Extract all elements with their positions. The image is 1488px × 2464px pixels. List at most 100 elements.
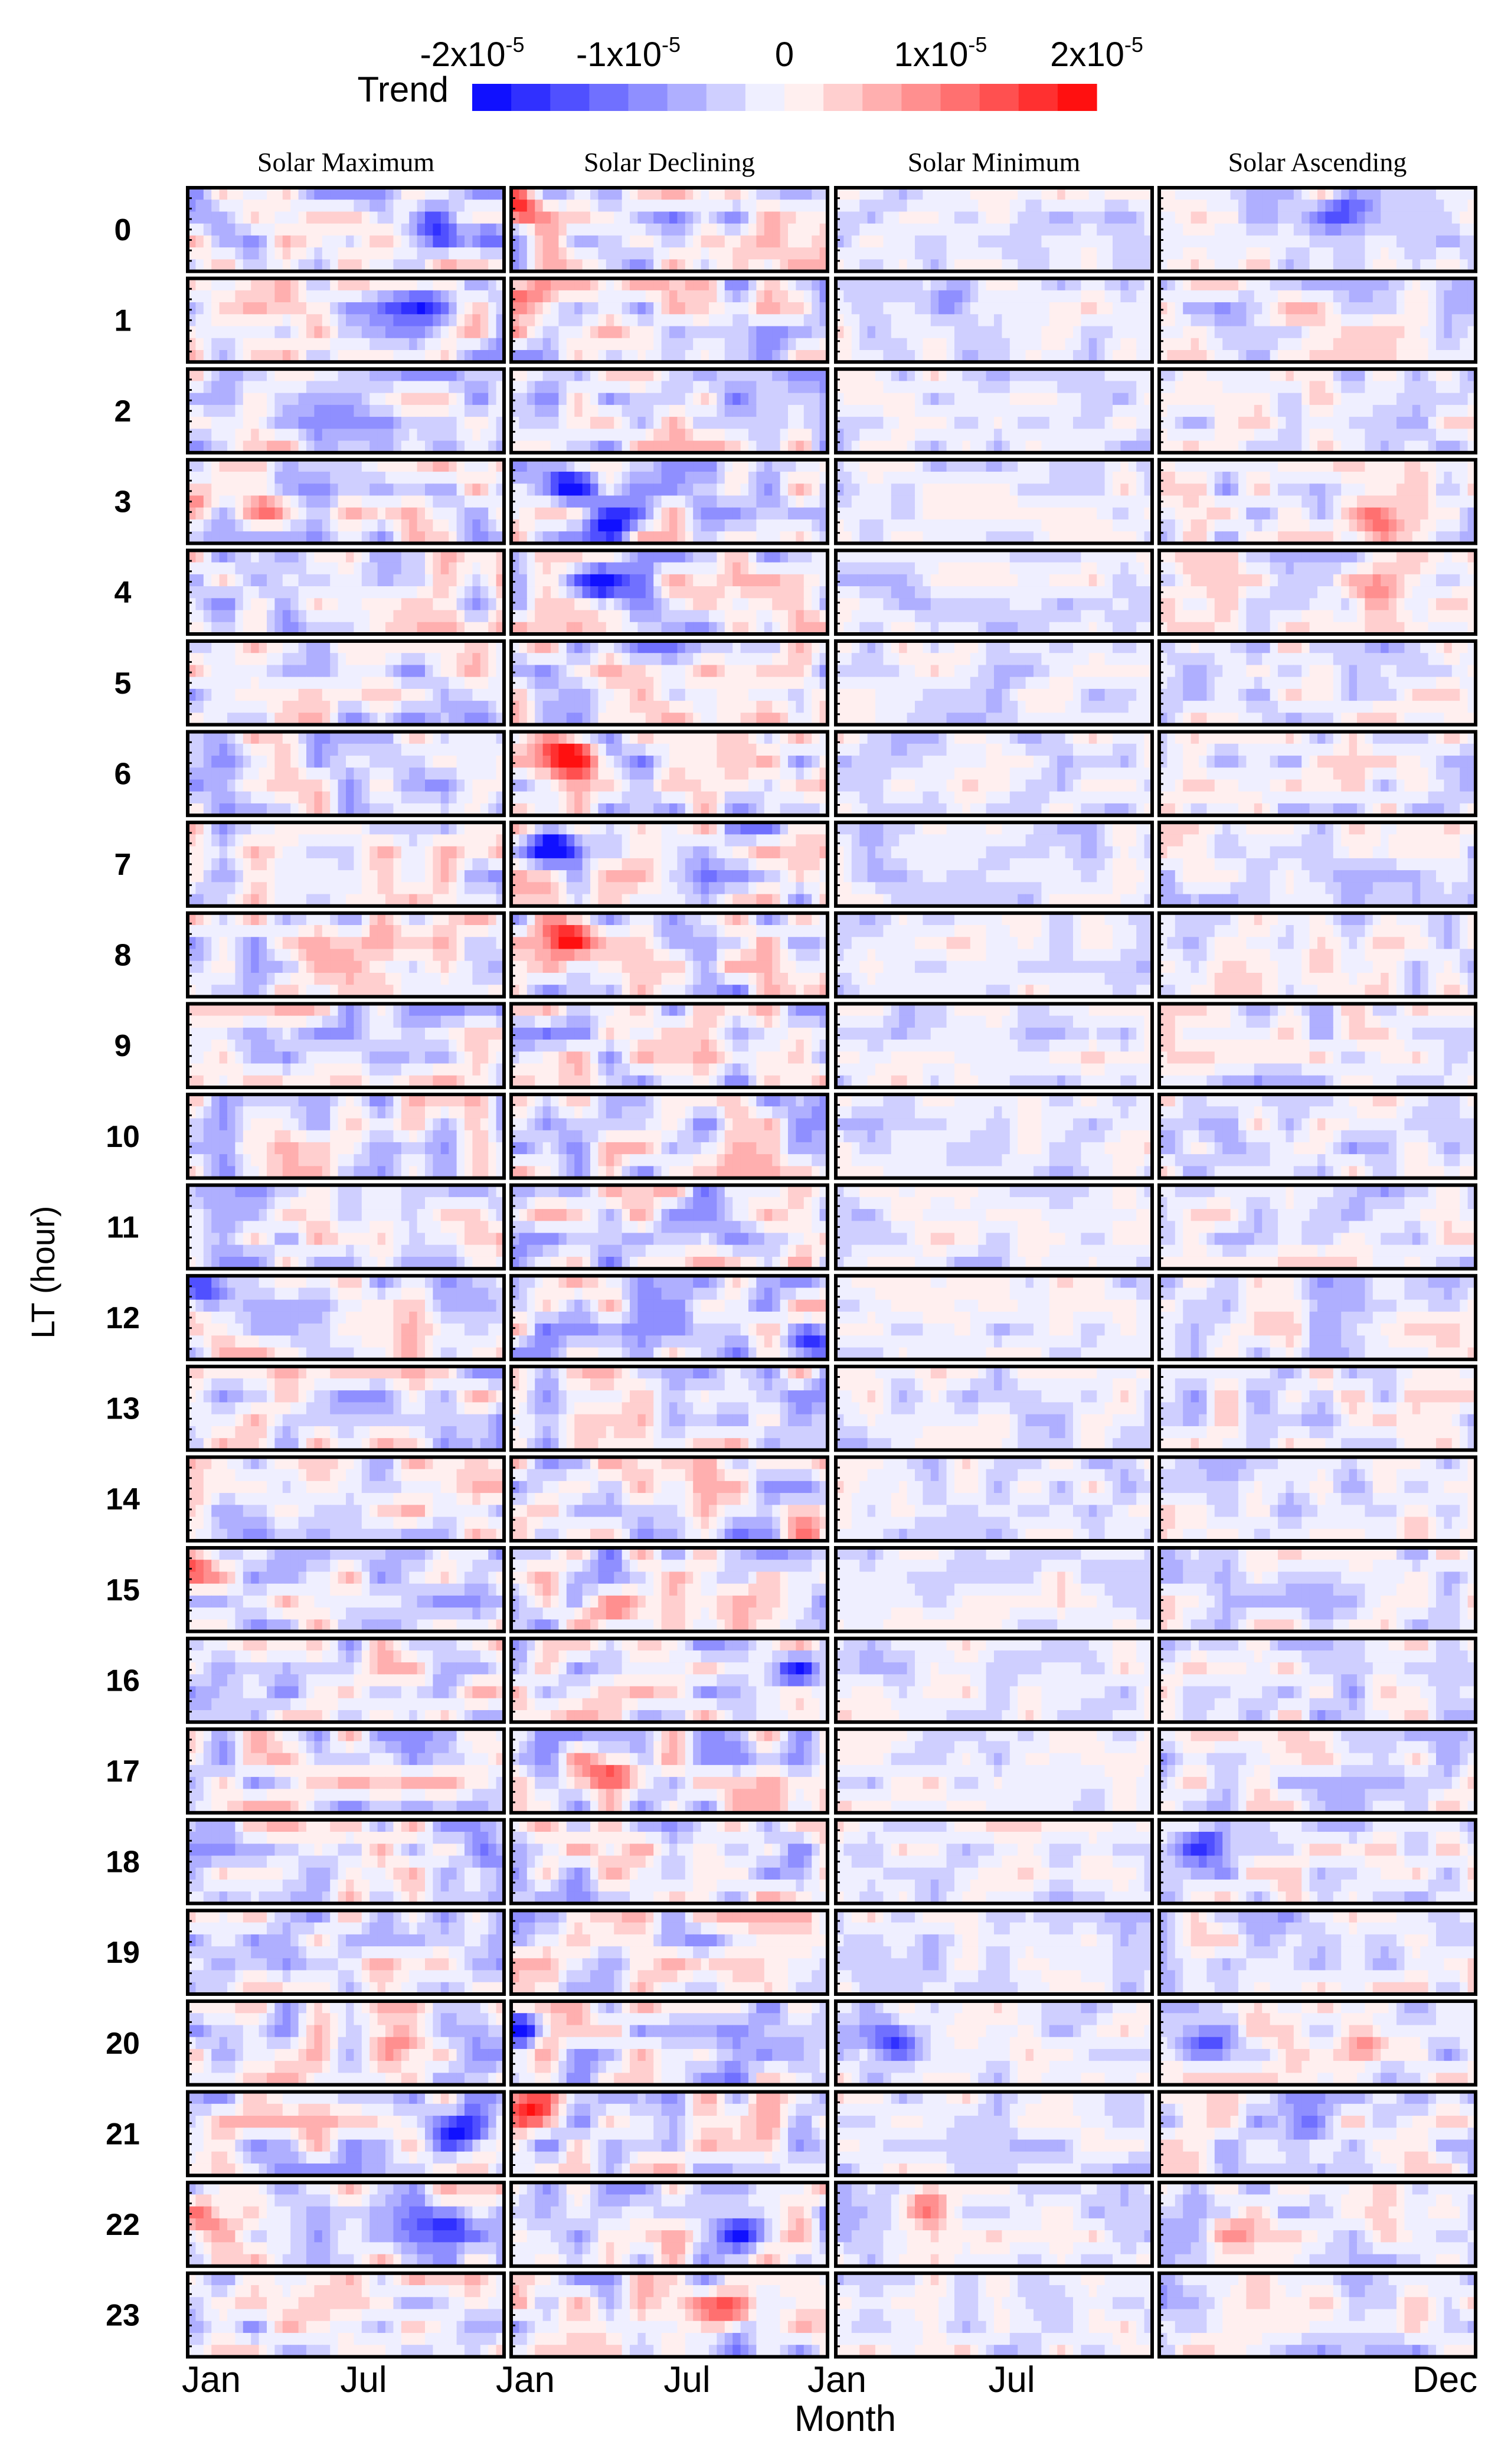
contour-cell (338, 1584, 346, 1596)
contour-cell (267, 279, 275, 291)
contour-cell (204, 1402, 212, 1414)
contour-cell (401, 949, 410, 961)
contour-cell (235, 961, 243, 973)
contour-cell (401, 1154, 410, 1166)
contour-cell (346, 1094, 354, 1107)
contour-cell (488, 302, 496, 315)
contour-cell (346, 834, 354, 847)
contour-cell (274, 1753, 283, 1766)
contour-cell (354, 1765, 362, 1777)
contour-cell (401, 1312, 410, 1324)
contour-cell (227, 1505, 236, 1517)
contour-cell (195, 211, 204, 224)
contour-cell (267, 1584, 275, 1596)
contour-cell (220, 1457, 228, 1469)
contour-cell (480, 822, 489, 835)
contour-cell (362, 665, 370, 677)
contour-cell (330, 1051, 338, 1064)
contour-cell (290, 744, 299, 756)
contour-cell (338, 279, 346, 291)
contour-cell (465, 1777, 473, 1789)
contour-cell (346, 302, 354, 315)
contour-cell (425, 1729, 433, 1741)
contour-cell (195, 1004, 204, 1016)
contour-cell (299, 1040, 307, 1052)
contour-cell (417, 1402, 426, 1414)
contour-cell (409, 1651, 417, 1663)
contour-cell (480, 1481, 489, 1494)
contour-cell (243, 1765, 251, 1777)
contour-cell (354, 1607, 362, 1620)
contour-cell (322, 417, 331, 429)
contour-cell (346, 338, 354, 351)
contour-cell (449, 338, 457, 351)
contour-cell (433, 1233, 441, 1246)
contour-cell (220, 188, 228, 200)
contour-cell (449, 314, 457, 326)
contour-cell (401, 574, 410, 587)
contour-cell (227, 1335, 236, 1348)
contour-cell (235, 858, 243, 871)
contour-cell (369, 586, 378, 599)
contour-cell (378, 1517, 386, 1530)
contour-cell (433, 792, 441, 804)
contour-cell (393, 822, 401, 835)
contour-cell (488, 1698, 496, 1711)
contour-cell (338, 1560, 346, 1572)
contour-cell (290, 417, 299, 429)
contour-cell (449, 701, 457, 713)
contour-cell (227, 1221, 236, 1233)
contour-cell (488, 858, 496, 871)
contour-cell (425, 1064, 433, 1076)
contour-cell (227, 1571, 236, 1584)
contour-cell (338, 1402, 346, 1414)
contour-cell (457, 937, 465, 949)
contour-cell (369, 1777, 378, 1789)
contour-cell (330, 689, 338, 701)
contour-cell (488, 1457, 496, 1469)
contour-cell (441, 550, 449, 563)
contour-cell (267, 822, 275, 835)
contour-cell (409, 1118, 417, 1130)
contour-cell (235, 1004, 243, 1016)
contour-cell (204, 1130, 212, 1143)
contour-cell (314, 326, 322, 339)
contour-cell (204, 949, 212, 961)
contour-cell (211, 519, 220, 532)
contour-cell (425, 653, 433, 665)
contour-cell (354, 665, 362, 677)
contour-cell (299, 598, 307, 610)
contour-cell (283, 767, 291, 780)
contour-cell (283, 1493, 291, 1505)
contour-cell (290, 1414, 299, 1427)
contour-cell (385, 1457, 394, 1469)
contour-cell (274, 1457, 283, 1469)
contour-cell (369, 460, 378, 472)
contour-cell (409, 460, 417, 472)
contour-cell (401, 1064, 410, 1076)
contour-cell (385, 369, 394, 381)
contour-cell (401, 508, 410, 520)
contour-cell (472, 961, 480, 973)
contour-cell (441, 732, 449, 744)
contour-cell (401, 677, 410, 689)
contour-cell (401, 1209, 410, 1221)
contour-cell (362, 574, 370, 587)
contour-cell (235, 834, 243, 847)
contour-cell (338, 314, 346, 326)
contour-cell (346, 641, 354, 653)
contour-cell (259, 1130, 267, 1143)
contour-cell (290, 290, 299, 303)
contour-cell (251, 1741, 259, 1753)
contour-cell (457, 405, 465, 417)
contour-cell (362, 1051, 370, 1064)
contour-cell (465, 1765, 473, 1777)
contour-cell (274, 1142, 283, 1155)
contour-cell (393, 1765, 401, 1777)
contour-cell (259, 1106, 267, 1119)
contour-cell (401, 417, 410, 429)
contour-cell (338, 1426, 346, 1439)
contour-cell (227, 1607, 236, 1620)
contour-cell (243, 1662, 251, 1675)
